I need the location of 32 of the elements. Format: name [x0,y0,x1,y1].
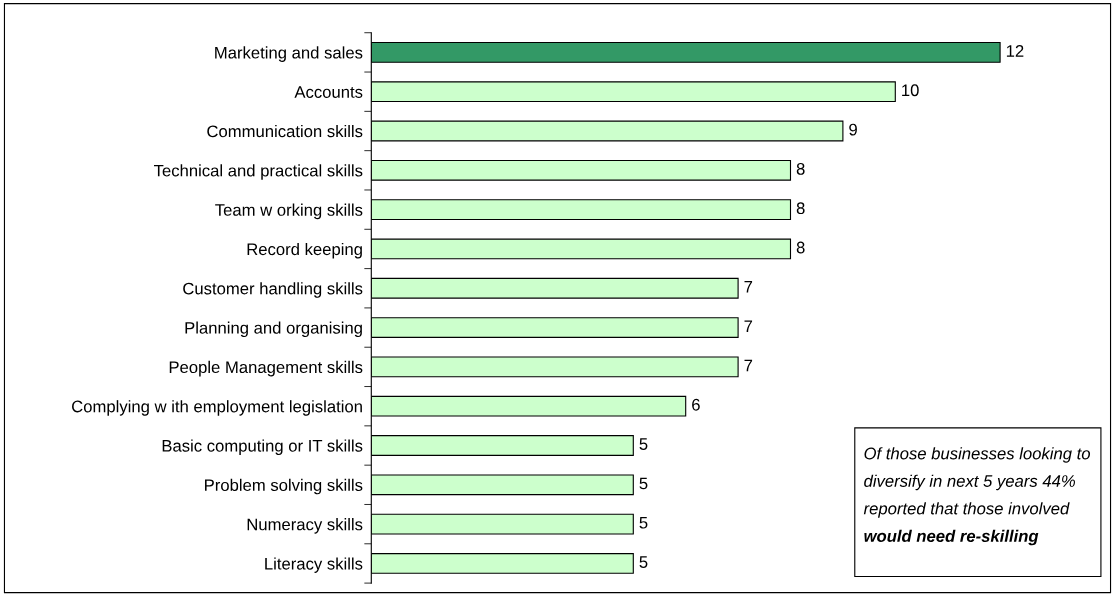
y-tick-label: People Management skills [169,360,363,377]
y-tick-label: Accounts [294,86,363,98]
data-label: 5 [639,516,648,529]
data-label: 10 [902,84,919,97]
annotation: diversify in next 5 years 44% [864,474,1075,491]
y-tick-label: Record keeping [247,242,362,259]
y-tick-label: Problem solving skills [205,478,363,495]
data-label: 8 [796,202,805,215]
data-label: 7 [744,320,753,332]
y-tick-label: Communication skills [207,124,363,138]
y-tick-label: Complying w ith employment legislation [72,400,362,416]
y-tick-label: Technical and practical skills [154,164,363,180]
annotation: would need re-skilling [864,529,1039,546]
data-label: 12 [1006,45,1024,57]
y-tick-label: Team w orking skills [215,203,363,220]
annotation: Of those businesses looking to [864,447,1091,463]
data-label: 5 [639,438,648,450]
y-tick-label: Literacy skills [265,557,363,573]
data-label: 8 [796,162,805,175]
data-label: 5 [639,556,648,568]
y-tick-label: Basic computing or IT skills [162,439,363,455]
data-label: 7 [744,281,753,293]
data-label: 6 [692,398,700,411]
y-tick-label: Planning and organising [185,321,362,338]
y-tick-label: Customer handling skills [183,282,363,298]
data-label: 7 [744,359,753,372]
data-label: 8 [796,241,805,254]
y-tick-label: Numeracy skills [247,518,363,534]
data-label: 9 [849,123,857,136]
data-label: 5 [639,477,648,490]
annotation: reported that those involved [863,502,1070,518]
y-tick-label: Marketing and sales [215,46,363,62]
